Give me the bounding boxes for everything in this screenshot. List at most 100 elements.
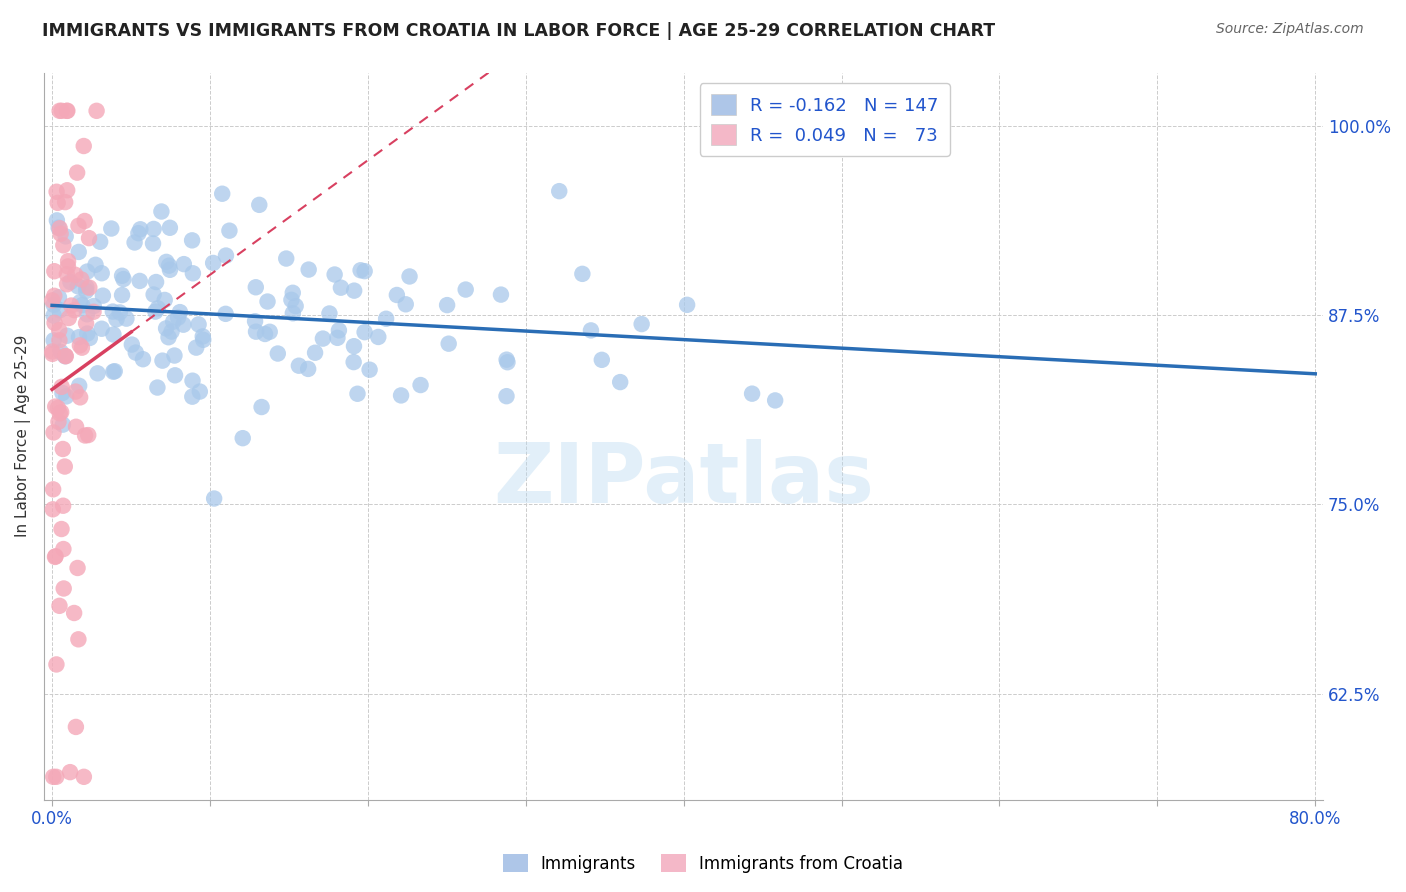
Point	[44, 316, 66, 330]
Point	[245, 325, 267, 339]
Point	[48, 220, 70, 235]
Point	[741, 386, 763, 401]
Point	[202, 256, 225, 270]
Point	[163, 368, 186, 383]
Point	[56, 267, 79, 281]
Point	[172, 318, 194, 332]
Point	[55, 349, 77, 363]
Legend: R = -0.162   N = 147, R =  0.049   N =   73: R = -0.162 N = 147, R = 0.049 N = 73	[700, 84, 949, 156]
Point	[73, 770, 96, 784]
Point	[66, 561, 89, 575]
Point	[77, 428, 100, 442]
Point	[63, 606, 86, 620]
Point	[41, 344, 63, 359]
Point	[105, 312, 128, 326]
Point	[159, 262, 181, 277]
Point	[42, 425, 65, 440]
Point	[454, 283, 477, 297]
Point	[42, 770, 65, 784]
Point	[56, 103, 79, 118]
Point	[75, 280, 97, 294]
Point	[409, 378, 432, 392]
Point	[157, 330, 180, 344]
Point	[215, 248, 238, 262]
Text: IMMIGRANTS VS IMMIGRANTS FROM CROATIA IN LABOR FORCE | AGE 25-29 CORRELATION CHA: IMMIGRANTS VS IMMIGRANTS FROM CROATIA IN…	[42, 22, 995, 40]
Point	[375, 311, 398, 326]
Point	[46, 195, 69, 210]
Point	[359, 362, 381, 376]
Point	[55, 349, 77, 363]
Point	[52, 499, 75, 513]
Point	[48, 599, 70, 613]
Point	[73, 214, 96, 228]
Point	[44, 264, 66, 278]
Point	[55, 389, 77, 403]
Point	[58, 311, 80, 326]
Point	[495, 389, 517, 403]
Point	[103, 365, 125, 379]
Point	[48, 290, 70, 304]
Point	[181, 266, 204, 280]
Point	[496, 355, 519, 369]
Point	[67, 244, 90, 259]
Point	[298, 262, 321, 277]
Point	[51, 405, 73, 419]
Point	[45, 185, 67, 199]
Point	[59, 275, 82, 289]
Point	[77, 231, 100, 245]
Point	[591, 352, 613, 367]
Point	[155, 321, 177, 335]
Point	[45, 770, 67, 784]
Point	[48, 221, 70, 235]
Point	[495, 352, 517, 367]
Point	[181, 233, 204, 247]
Point	[173, 257, 195, 271]
Point	[65, 720, 87, 734]
Point	[79, 280, 101, 294]
Point	[90, 322, 112, 336]
Point	[132, 352, 155, 367]
Point	[48, 103, 70, 118]
Point	[44, 400, 66, 414]
Point	[44, 549, 66, 564]
Point	[353, 325, 375, 339]
Point	[67, 330, 90, 344]
Point	[155, 255, 177, 269]
Point	[56, 260, 79, 274]
Point	[167, 310, 190, 325]
Point	[70, 272, 93, 286]
Point	[389, 388, 412, 402]
Point	[157, 259, 180, 273]
Point	[56, 103, 79, 118]
Point	[318, 306, 340, 320]
Point	[211, 186, 233, 201]
Point	[115, 311, 138, 326]
Point	[45, 213, 67, 227]
Point	[53, 349, 76, 363]
Point	[73, 139, 96, 153]
Point	[44, 289, 66, 303]
Point	[142, 236, 165, 251]
Point	[163, 349, 186, 363]
Point	[70, 298, 93, 312]
Point	[75, 428, 97, 442]
Point	[56, 183, 79, 197]
Point	[42, 502, 65, 516]
Point	[609, 375, 631, 389]
Point	[52, 417, 75, 432]
Point	[76, 307, 98, 321]
Point	[579, 323, 602, 337]
Point	[48, 406, 70, 420]
Point	[367, 330, 389, 344]
Text: ZIPatlas: ZIPatlas	[494, 440, 875, 520]
Point	[385, 288, 408, 302]
Point	[49, 227, 72, 241]
Point	[51, 386, 73, 401]
Point	[253, 326, 276, 341]
Point	[91, 288, 114, 302]
Point	[121, 337, 143, 351]
Point	[101, 304, 124, 318]
Point	[186, 341, 208, 355]
Point	[259, 325, 281, 339]
Point	[152, 353, 174, 368]
